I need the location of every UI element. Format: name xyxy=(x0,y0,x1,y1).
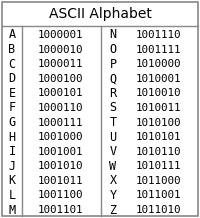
Text: 1001000: 1001000 xyxy=(37,132,83,142)
Text: 1011000: 1011000 xyxy=(135,176,181,186)
Text: 1010110: 1010110 xyxy=(135,147,181,157)
Text: ASCII Alphabet: ASCII Alphabet xyxy=(49,7,151,21)
Text: 1010101: 1010101 xyxy=(135,132,181,142)
Text: 1010001: 1010001 xyxy=(135,74,181,84)
Text: P: P xyxy=(109,58,117,71)
Text: Q: Q xyxy=(109,72,117,85)
Text: 1001001: 1001001 xyxy=(37,147,83,157)
Text: Z: Z xyxy=(109,203,117,216)
Text: H: H xyxy=(8,131,16,144)
Text: X: X xyxy=(109,174,117,187)
Text: A: A xyxy=(8,29,16,41)
Text: 1010111: 1010111 xyxy=(135,161,181,171)
Text: J: J xyxy=(8,160,16,173)
Text: 1001101: 1001101 xyxy=(37,205,83,215)
Text: B: B xyxy=(8,43,16,56)
Text: 1011010: 1011010 xyxy=(135,205,181,215)
Text: S: S xyxy=(109,101,117,114)
Text: G: G xyxy=(8,116,16,129)
Text: 1001100: 1001100 xyxy=(37,190,83,200)
Text: 1000010: 1000010 xyxy=(37,45,83,54)
Text: C: C xyxy=(8,58,16,71)
Text: T: T xyxy=(109,116,117,129)
Text: 1010000: 1010000 xyxy=(135,59,181,69)
Text: 1010100: 1010100 xyxy=(135,118,181,128)
Text: 1001010: 1001010 xyxy=(37,161,83,171)
Text: 1010010: 1010010 xyxy=(135,88,181,98)
Text: Y: Y xyxy=(109,189,117,202)
Text: M: M xyxy=(8,203,16,216)
Text: W: W xyxy=(109,160,117,173)
Text: V: V xyxy=(109,145,117,158)
Text: I: I xyxy=(8,145,16,158)
Text: 1000001: 1000001 xyxy=(37,30,83,40)
Text: 1001011: 1001011 xyxy=(37,176,83,186)
Text: O: O xyxy=(109,43,117,56)
Text: R: R xyxy=(109,87,117,100)
Text: D: D xyxy=(8,72,16,85)
Text: N: N xyxy=(109,29,117,41)
Text: U: U xyxy=(109,131,117,144)
Text: 1001111: 1001111 xyxy=(135,45,181,54)
Text: 1000110: 1000110 xyxy=(37,103,83,113)
Text: 1000101: 1000101 xyxy=(37,88,83,98)
Text: K: K xyxy=(8,174,16,187)
Text: 1000100: 1000100 xyxy=(37,74,83,84)
Text: 1010011: 1010011 xyxy=(135,103,181,113)
Text: 1000111: 1000111 xyxy=(37,118,83,128)
Text: 1000011: 1000011 xyxy=(37,59,83,69)
Text: L: L xyxy=(8,189,16,202)
Text: E: E xyxy=(8,87,16,100)
Text: F: F xyxy=(8,101,16,114)
Text: 1011001: 1011001 xyxy=(135,190,181,200)
Text: 1001110: 1001110 xyxy=(135,30,181,40)
